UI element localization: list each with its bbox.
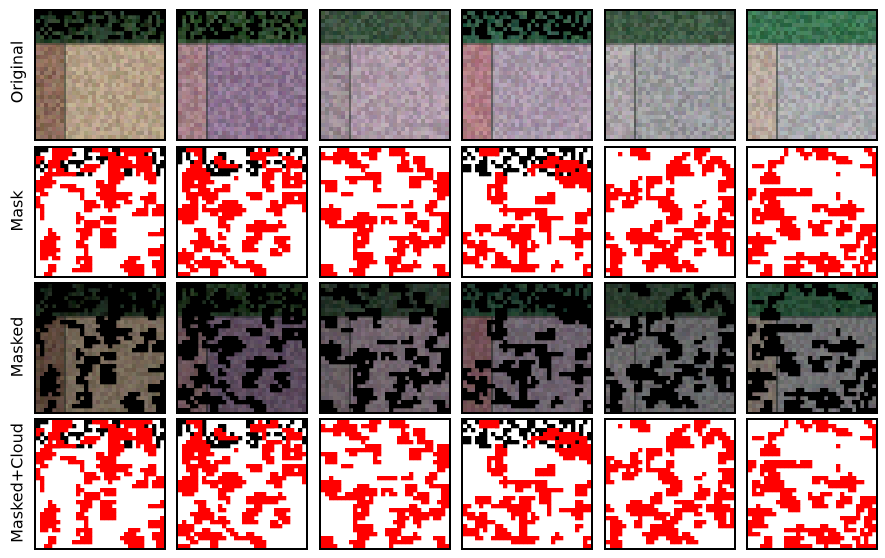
masked-cloud-image: [463, 420, 591, 548]
panel-mask-1: [34, 146, 166, 278]
mask-image: [463, 148, 591, 276]
masked-image: [606, 284, 734, 412]
panel-mask-6: [746, 146, 878, 278]
masked-pixels: [321, 284, 449, 412]
original-image: [321, 11, 449, 139]
panel-mask-3: [319, 146, 451, 278]
mask-pixels: [321, 148, 449, 276]
masked-cloud-image: [748, 420, 876, 548]
panel-original-6: [746, 9, 878, 141]
field-boundary-line: [748, 316, 876, 318]
panel-mask-2: [176, 146, 308, 278]
field-boundary-line: [463, 43, 591, 45]
cloud-pixels: [178, 11, 306, 40]
panel-original-3: [319, 9, 451, 141]
panel-mask-5: [604, 146, 736, 278]
masked-cloud-image: [36, 420, 164, 548]
mask-pixels: [748, 420, 876, 548]
panel-masked-cloud-4: [461, 418, 593, 550]
field-boundary-line: [634, 43, 636, 139]
original-image: [178, 11, 306, 139]
mask-pixels: [606, 420, 734, 548]
field-boundary-line: [606, 43, 734, 45]
mask-pixels: [36, 420, 164, 548]
scene-pixels: [321, 11, 449, 139]
field-boundary-line: [64, 43, 66, 139]
mask-image: [36, 148, 164, 276]
original-image: [748, 11, 876, 139]
scene-pixels: [606, 11, 734, 139]
masked-pixels: [463, 284, 591, 412]
field-boundary-line: [178, 316, 306, 318]
panel-original-2: [176, 9, 308, 141]
field-boundary-line: [349, 43, 351, 139]
masked-pixels: [178, 284, 306, 412]
row-label-masked-cloud-text: Masked+Cloud: [8, 423, 27, 543]
row-label-mask-text: Mask: [8, 190, 27, 231]
original-image: [606, 11, 734, 139]
panel-masked-5: [604, 282, 736, 414]
field-boundary-line: [321, 43, 449, 45]
mask-pixels: [463, 420, 591, 548]
field-boundary-line: [491, 316, 493, 412]
panel-original-4: [461, 9, 593, 141]
mask-pixels: [178, 148, 306, 276]
field-boundary-line: [748, 43, 876, 45]
panel-original-5: [604, 9, 736, 141]
masked-pixels: [606, 284, 734, 412]
masked-image: [178, 284, 306, 412]
panel-masked-cloud-2: [176, 418, 308, 550]
field-boundary-line: [64, 316, 66, 412]
panel-mask-4: [461, 146, 593, 278]
row-label-masked-text: Masked: [8, 317, 27, 378]
mask-image: [606, 148, 734, 276]
masked-cloud-image: [321, 420, 449, 548]
mask-pixels: [748, 148, 876, 276]
field-boundary-line: [491, 43, 493, 139]
mask-pixels: [321, 420, 449, 548]
cloud-pixels: [36, 11, 164, 40]
mask-pixels: [36, 148, 164, 276]
masked-cloud-image: [178, 420, 306, 548]
panel-masked-4: [461, 282, 593, 414]
scene-pixels: [178, 11, 306, 139]
mask-pixels: [463, 148, 591, 276]
scene-pixels: [748, 11, 876, 139]
panel-masked-cloud-3: [319, 418, 451, 550]
cloud-pixels: [36, 284, 164, 313]
panel-masked-cloud-6: [746, 418, 878, 550]
field-boundary-line: [206, 43, 208, 139]
masked-image: [463, 284, 591, 412]
field-boundary-line: [206, 316, 208, 412]
mask-image: [178, 148, 306, 276]
cloud-pixels: [463, 284, 591, 313]
masked-image: [36, 284, 164, 412]
field-boundary-line: [776, 43, 778, 139]
mask-image: [321, 148, 449, 276]
masked-image: [321, 284, 449, 412]
panel-masked-cloud-5: [604, 418, 736, 550]
panel-masked-1: [34, 282, 166, 414]
panel-masked-6: [746, 282, 878, 414]
cloud-pixels: [178, 284, 306, 313]
panel-masked-cloud-1: [34, 418, 166, 550]
row-label-original-text: Original: [8, 41, 27, 104]
field-boundary-line: [463, 316, 591, 318]
panel-masked-2: [176, 282, 308, 414]
masked-pixels: [748, 284, 876, 412]
mask-image: [748, 148, 876, 276]
original-image: [463, 11, 591, 139]
field-boundary-line: [36, 43, 164, 45]
masked-image: [748, 284, 876, 412]
panel-masked-3: [319, 282, 451, 414]
mask-pixels: [606, 148, 734, 276]
masked-cloud-image: [606, 420, 734, 548]
field-boundary-line: [321, 316, 449, 318]
panel-original-1: [34, 9, 166, 141]
field-boundary-line: [178, 43, 306, 45]
original-image: [36, 11, 164, 139]
cloud-pixels: [463, 11, 591, 40]
mask-pixels: [178, 420, 306, 548]
